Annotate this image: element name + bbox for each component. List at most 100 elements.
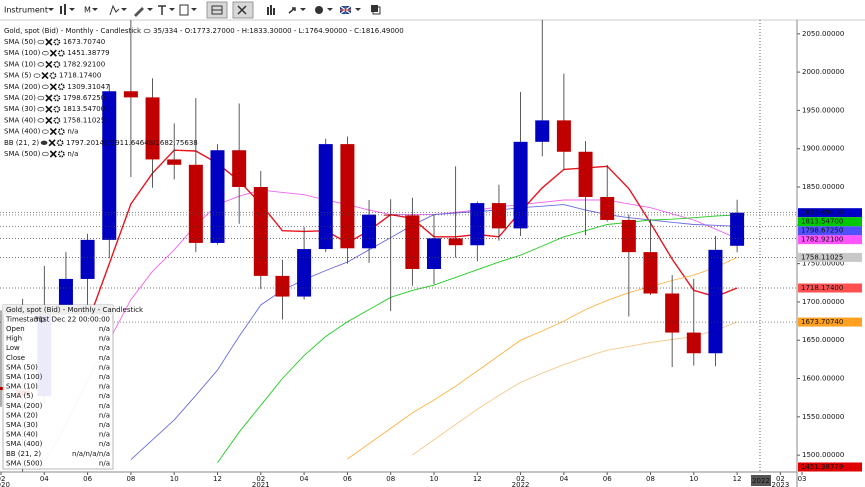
remove-icon bbox=[45, 38, 53, 46]
candle-body bbox=[730, 212, 745, 246]
x-tick-label: 02 bbox=[776, 475, 785, 483]
x-year-label: 2023 bbox=[771, 481, 789, 487]
legend-value: 1813.54700 bbox=[63, 105, 105, 113]
candle-body bbox=[297, 249, 312, 297]
cursor-label: 2022 bbox=[752, 477, 770, 485]
legend-icons[interactable] bbox=[41, 83, 65, 91]
chart-type-button[interactable] bbox=[60, 4, 75, 15]
template-button[interactable] bbox=[179, 4, 197, 16]
instrument-menu[interactable]: Instrument bbox=[4, 6, 48, 15]
x-tick-label: 06 bbox=[83, 475, 92, 483]
cursor-button[interactable] bbox=[288, 7, 306, 14]
settings-icon bbox=[57, 49, 65, 57]
info-value: n/a bbox=[99, 411, 110, 419]
text-button[interactable] bbox=[158, 5, 175, 15]
settings-icon bbox=[53, 105, 61, 113]
info-value: n/a bbox=[99, 459, 110, 467]
settings-icon bbox=[57, 150, 65, 158]
legend-name: SMA (20) bbox=[4, 94, 36, 102]
x-tick-label: 02 bbox=[516, 475, 525, 483]
price-tag-label: 1798.67250 bbox=[801, 227, 843, 235]
remove-icon bbox=[49, 128, 57, 136]
info-label: Timestamp bbox=[5, 315, 46, 323]
legend-value: 1718.17400 bbox=[59, 72, 101, 80]
candle-body bbox=[232, 150, 247, 188]
price-tag bbox=[798, 462, 862, 472]
bar-chart-button[interactable] bbox=[267, 5, 275, 15]
candle-body bbox=[470, 203, 485, 246]
remove-icon bbox=[45, 60, 53, 68]
legend-value: 1673.70740 bbox=[63, 38, 105, 46]
candle-body bbox=[448, 238, 463, 246]
y-tick-label: 1500.00000 bbox=[802, 451, 844, 459]
info-label: SMA (40) bbox=[6, 431, 38, 439]
layout-button[interactable] bbox=[206, 1, 228, 19]
dropdown-arrow[interactable] bbox=[48, 8, 54, 11]
legend-icons[interactable] bbox=[41, 150, 65, 158]
price-tag-label: 1813.54700 bbox=[801, 218, 843, 226]
candle-body bbox=[686, 332, 701, 354]
legend-icons[interactable] bbox=[40, 139, 64, 147]
remove-icon bbox=[48, 139, 56, 147]
remove-icon bbox=[45, 94, 53, 102]
drawing-button[interactable] bbox=[134, 7, 153, 17]
x-tick-label: 04 bbox=[559, 475, 568, 483]
x-year-label: 2020 bbox=[0, 481, 10, 487]
legend-name: SMA (500) bbox=[4, 150, 41, 158]
info-value: n/a bbox=[99, 354, 110, 362]
period-menu[interactable]: M bbox=[84, 6, 91, 15]
dropdown-arrow[interactable] bbox=[92, 8, 98, 11]
settings-icon bbox=[53, 61, 61, 68]
legend-name: SMA (40) bbox=[4, 116, 36, 124]
candle-body bbox=[405, 215, 420, 269]
legend-name: SMA (200) bbox=[4, 83, 41, 91]
info-value: 31st Dec 22 00:00:00 bbox=[34, 315, 110, 323]
legend-icons[interactable] bbox=[41, 128, 65, 136]
y-tick-label: 1850.00000 bbox=[802, 183, 844, 191]
eye-icon bbox=[37, 118, 45, 123]
legend-icons[interactable] bbox=[41, 49, 65, 57]
settings-icon bbox=[57, 128, 65, 135]
toolbar-bg bbox=[0, 0, 865, 20]
x-tick-label: 06 bbox=[603, 475, 612, 483]
legend-icons[interactable] bbox=[33, 72, 57, 80]
detach-button[interactable] bbox=[371, 5, 381, 15]
info-box-title-bg bbox=[3, 305, 113, 315]
cursor-label-box bbox=[751, 475, 771, 486]
info-value: n/a/n/a/n/a bbox=[72, 450, 110, 458]
language-button[interactable] bbox=[339, 5, 361, 15]
info-label: Close bbox=[6, 354, 25, 362]
legend-icons[interactable] bbox=[37, 116, 61, 124]
legend-name: SMA (50) bbox=[4, 38, 36, 46]
price-tag bbox=[798, 252, 862, 262]
fullscreen-button[interactable] bbox=[232, 1, 254, 19]
settings-icon bbox=[53, 38, 61, 46]
settings-icon bbox=[53, 117, 61, 124]
info-value: n/a bbox=[99, 421, 110, 429]
legend-name: SMA (5) bbox=[4, 72, 32, 80]
remove-icon bbox=[41, 72, 49, 80]
indicator-button[interactable] bbox=[109, 4, 127, 16]
legend-name: SMA (30) bbox=[4, 105, 36, 113]
info-value: n/a bbox=[99, 402, 110, 410]
price-tag bbox=[798, 208, 862, 218]
price-tag-label: 1782.92100 bbox=[801, 236, 843, 244]
legend-value: 1798.67250 bbox=[63, 94, 105, 102]
settings-button[interactable] bbox=[315, 6, 333, 14]
legend-icons[interactable] bbox=[37, 94, 61, 102]
candle-body bbox=[600, 196, 615, 220]
price-tag bbox=[798, 235, 862, 245]
candle-body bbox=[427, 238, 441, 269]
info-value: n/a bbox=[99, 344, 110, 352]
candle-body bbox=[578, 151, 593, 197]
legend-icons[interactable] bbox=[37, 38, 61, 46]
y-tick-label: 1600.00000 bbox=[802, 375, 844, 383]
info-value: n/a bbox=[99, 363, 110, 371]
eye-icon bbox=[41, 151, 49, 157]
info-label: SMA (500) bbox=[6, 459, 43, 467]
legend-icons[interactable] bbox=[37, 60, 61, 68]
legend-icons[interactable] bbox=[37, 105, 61, 113]
candle-body bbox=[275, 275, 290, 297]
y-tick-label: 1550.00000 bbox=[802, 413, 844, 421]
legend-value: 1309.31047 bbox=[67, 83, 109, 91]
